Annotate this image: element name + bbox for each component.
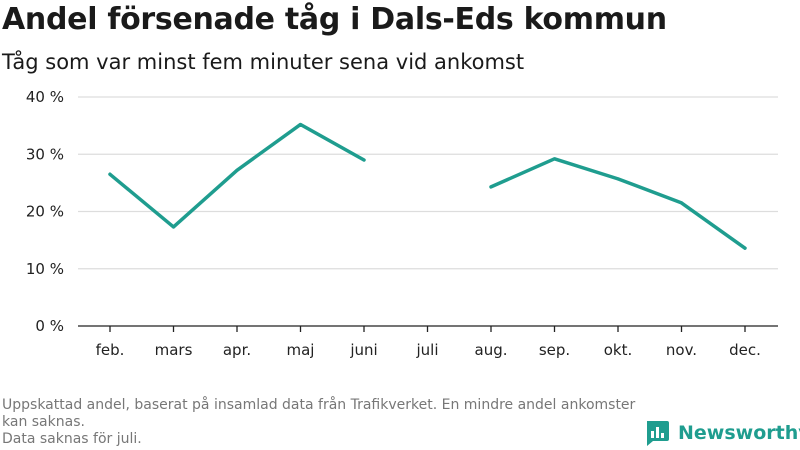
y-tick-label: 30 % (26, 145, 64, 163)
footnote: Uppskattad andel, baserat på insamlad da… (2, 397, 642, 448)
newsworthy-logo: Newsworthy (644, 418, 800, 448)
data-point (235, 168, 239, 172)
x-tick-labels: feb. mars apr. maj juni juli aug. sep. okt. nov. d… (96, 341, 761, 359)
data-point (743, 246, 747, 250)
x-axis (78, 325, 778, 332)
x-tick-label: sep. (539, 341, 570, 359)
data-point (616, 177, 620, 181)
y-tick-label: 0 % (35, 317, 64, 335)
x-tick-label: okt. (604, 341, 633, 359)
series-line (108, 122, 747, 250)
x-tick-label: juli (415, 341, 438, 359)
y-tick-label: 20 % (26, 203, 64, 221)
footnote-missing-data: Data saknas för juli. (2, 431, 142, 447)
line-chart: 0 % 10 % 20 % 30 % 40 % feb. mars apr. maj juni j… (26, 88, 778, 359)
x-tick-label: mars (155, 341, 193, 359)
data-point (680, 201, 683, 205)
footnote-source: Uppskattad andel, baserat på insamlad da… (2, 397, 636, 430)
x-tick-label: apr. (223, 341, 251, 359)
x-tick-label: juni (349, 341, 377, 359)
data-point (553, 157, 556, 161)
x-tick-label: nov. (666, 341, 697, 359)
data-point (108, 172, 112, 176)
chart-subtitle: Tåg som var minst fem minuter sena vid a… (2, 50, 525, 74)
x-tick-label: dec. (729, 341, 761, 359)
y-tick-label: 40 % (26, 88, 64, 106)
bar-chart-bubble-icon (647, 421, 669, 446)
data-point (172, 225, 175, 229)
x-tick-label: feb. (96, 341, 125, 359)
x-tick-label: aug. (475, 341, 508, 359)
series-line-segment (489, 157, 747, 250)
x-tick-label: maj (287, 341, 315, 359)
y-tick-labels: 0 % 10 % 20 % 30 % 40 % (26, 88, 64, 335)
chart-title: Andel försenade tåg i Dals-Eds kommun (2, 2, 667, 37)
grid-lines (78, 96, 778, 270)
data-point (299, 122, 302, 126)
data-point (489, 185, 493, 189)
y-tick-label: 10 % (26, 260, 64, 278)
logo-text: Newsworthy (678, 422, 800, 444)
data-point (362, 158, 366, 162)
